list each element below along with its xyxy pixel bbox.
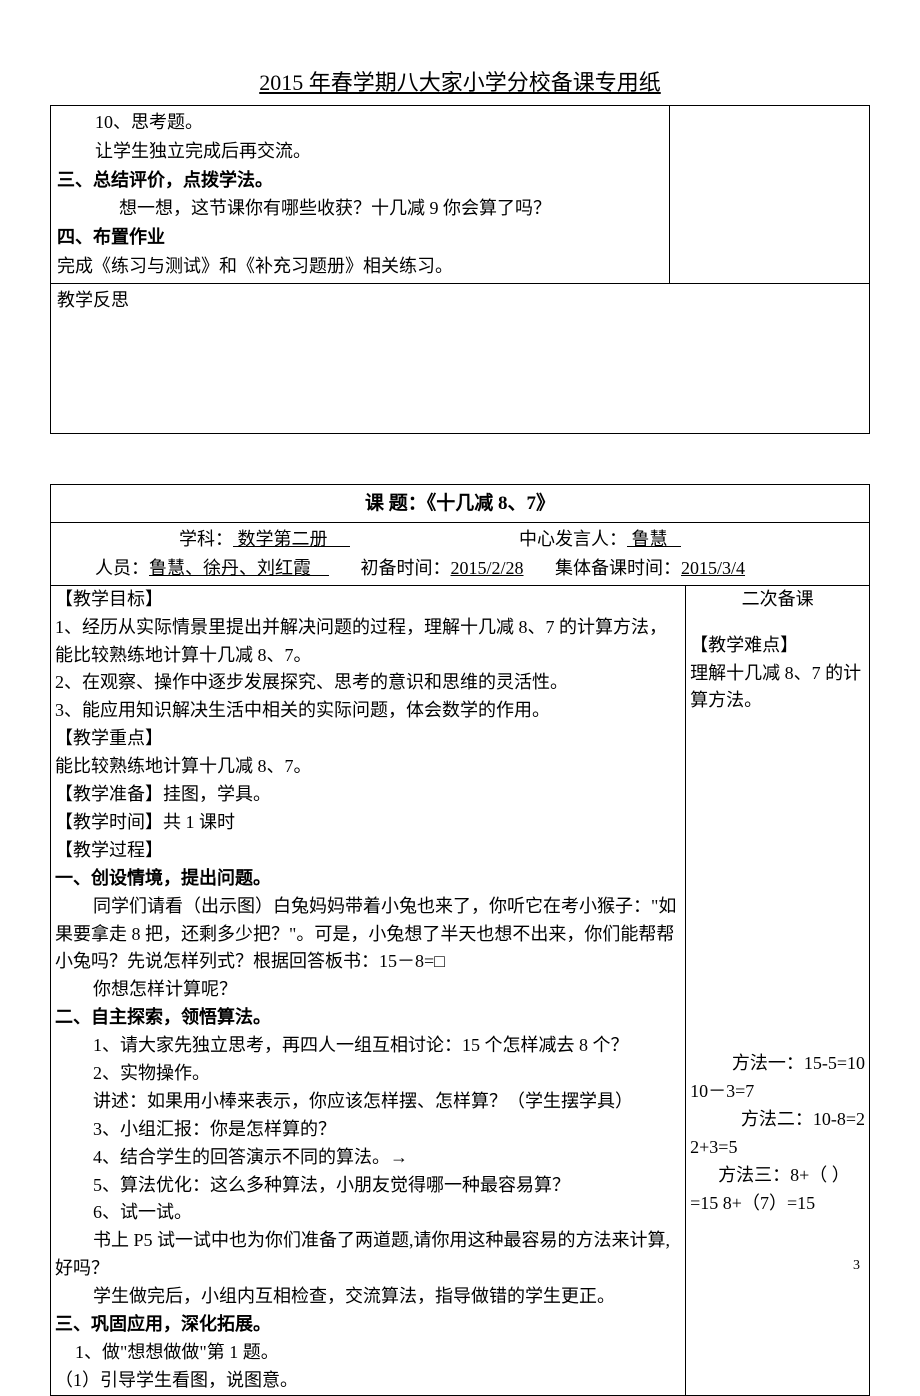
people-value: 鲁慧、徐丹、刘红霞 xyxy=(149,558,329,578)
s2-i4: 4、结合学生的回答演示不同的算法。→ xyxy=(55,1144,408,1172)
s1-title: 一、创设情境，提出问题。 xyxy=(55,865,681,893)
goal1: 1、经历从实际情景里提出并解决问题的过程，理解十几减 8、7 的计算方法，能比较… xyxy=(55,614,681,670)
prep-label: 初备时间： xyxy=(361,558,451,578)
s2-i5: 5、算法优化：这么多种算法，小朋友觉得哪一种最容易算？ xyxy=(55,1172,570,1200)
diff-title: 【教学难点】 xyxy=(690,632,865,660)
m3-label: 方法三：8+（ ） xyxy=(690,1162,865,1190)
section3-text: 想一想，这节课你有哪些收获？十几减 9 你会算了吗？ xyxy=(57,194,551,223)
prepare-title: 【教学准备】挂图，学具。 xyxy=(55,781,681,809)
upper-table: 10、思考题。 让学生独立完成后再交流。 三、总结评价，点拨学法。 想一想，这节… xyxy=(50,105,870,434)
goal2: 2、在观察、操作中逐步发展探究、思考的意识和思维的灵活性。 xyxy=(55,669,681,697)
lower-table: 课 题：《十几减 8、7》 学科： 数学第二册 中心发言人： 鲁慧 人员：鲁慧、… xyxy=(50,484,870,1396)
upper-right-cell xyxy=(670,106,870,284)
diff-text: 理解十几减 8、7 的计算方法。 xyxy=(690,660,865,716)
speaker-label: 中心发言人： xyxy=(519,529,627,549)
s2-i2: 2、实物操作。 xyxy=(55,1060,210,1088)
reflect-cell: 教学反思 xyxy=(51,283,870,433)
goal3: 3、能应用知识解决生活中相关的实际问题，体会数学的作用。 xyxy=(55,697,681,725)
lesson-title: 课 题：《十几减 8、7》 xyxy=(51,484,870,522)
group-label: 集体备课时间： xyxy=(555,558,681,578)
s2-i6t2: 学生做完后，小组内互相检查，交流算法，指导做错的学生更正。 xyxy=(55,1283,615,1311)
keypoint-text: 能比较熟练地计算十几减 8、7。 xyxy=(55,753,681,781)
s2-title: 二、自主探索，领悟算法。 xyxy=(55,1004,681,1032)
s2-i6: 6、试一试。 xyxy=(55,1199,192,1227)
process-title: 【教学过程】 xyxy=(55,837,681,865)
content-left-cell: 【教学目标】 1、经历从实际情景里提出并解决问题的过程，理解十几减 8、7 的计… xyxy=(51,585,686,1395)
s3-title: 三、巩固应用，深化拓展。 xyxy=(55,1311,681,1339)
reflect-label: 教学反思 xyxy=(57,290,129,310)
second-prep: 二次备课 xyxy=(690,586,865,614)
content-right-cell: 二次备课 【教学难点】 理解十几减 8、7 的计算方法。 方法一：15-5=10… xyxy=(686,585,870,1395)
section4-text: 完成《练习与测试》和《补充习题册》相关练习。 xyxy=(57,252,663,281)
s1-p1: 同学们请看（出示图）白兔妈妈带着小兔也来了，你听它在考小猴子："如果要拿走 8 … xyxy=(55,893,681,977)
s2-i3: 3、小组汇报：你是怎样算的？ xyxy=(55,1116,336,1144)
m1-label: 方法一：15-5=10 xyxy=(690,1050,865,1078)
page-number: 3 xyxy=(853,1258,860,1274)
m2-calc: 2+3=5 xyxy=(690,1134,865,1162)
subject-label: 学科： xyxy=(57,529,233,549)
page-header: 2015 年春学期八大家小学分校备课专用纸 xyxy=(0,0,920,105)
s3-i1a: （1）引导学生看图，说图意。 xyxy=(55,1367,681,1395)
speaker-value: 鲁慧 xyxy=(627,529,681,549)
s2-i6t: 书上 P5 试一试中也为你们准备了两道题,请你用这种最容易的方法来计算,好吗？ xyxy=(55,1227,681,1283)
goal-title: 【教学目标】 xyxy=(55,586,681,614)
m1-calc: 10－3=7 xyxy=(690,1078,865,1106)
section4-title: 四、布置作业 xyxy=(57,223,663,252)
meta-cell: 学科： 数学第二册 中心发言人： 鲁慧 人员：鲁慧、徐丹、刘红霞 初备时间：20… xyxy=(51,523,870,586)
upper-left-cell: 10、思考题。 让学生独立完成后再交流。 三、总结评价，点拨学法。 想一想，这节… xyxy=(51,106,670,284)
m2-label: 方法二：10-8=2 xyxy=(690,1106,865,1134)
item10-text: 让学生独立完成后再交流。 xyxy=(57,137,311,166)
group-value: 2015/3/4 xyxy=(681,558,745,578)
item10-num: 10、思考题。 xyxy=(57,108,203,137)
keypoint-title: 【教学重点】 xyxy=(55,725,681,753)
time-title: 【教学时间】共 1 课时 xyxy=(55,809,681,837)
subject-value: 数学第二册 xyxy=(233,529,350,549)
s1-p2: 你想怎样计算呢？ xyxy=(55,976,237,1004)
m3-calc: =15 8+（7）=15 xyxy=(690,1190,865,1218)
section3-title: 三、总结评价，点拨学法。 xyxy=(57,166,663,195)
people-label: 人员： xyxy=(95,558,149,578)
s2-i1: 1、请大家先独立思考，再四人一组互相讨论：15 个怎样减去 8 个？ xyxy=(55,1032,629,1060)
prep-value: 2015/2/28 xyxy=(451,558,524,578)
s3-i1: 1、做"想想做做"第 1 题。 xyxy=(55,1339,681,1367)
s2-i2t: 讲述：如果用小棒来表示，你应该怎样摆、怎样算？（学生摆学具） xyxy=(55,1088,633,1116)
